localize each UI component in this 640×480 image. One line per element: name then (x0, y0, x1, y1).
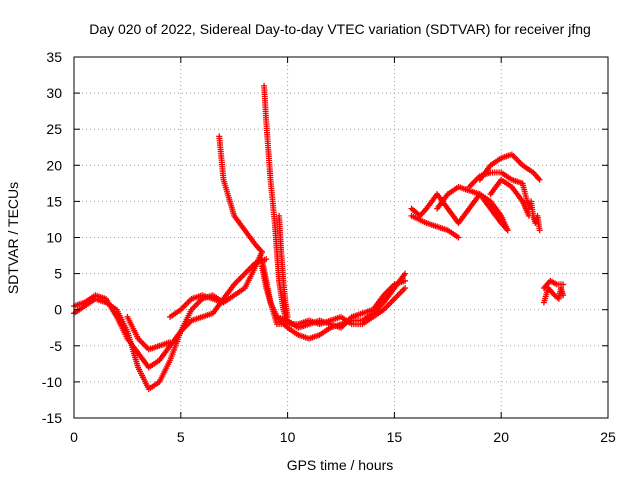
data-point (402, 277, 409, 284)
x-tick-label: 20 (493, 429, 509, 445)
data-point (167, 339, 174, 346)
series-track-j (273, 277, 409, 331)
x-axis-label: GPS time / hours (287, 457, 394, 473)
y-tick-label: -10 (42, 374, 62, 390)
series-track-h (261, 82, 291, 328)
chart-title: Day 020 of 2022, Sidereal Day-to-day VTE… (89, 21, 591, 37)
y-tick-label: 20 (46, 157, 62, 173)
y-tick-label: 10 (46, 230, 62, 246)
series-track-g (258, 263, 409, 328)
series-track-q (528, 198, 543, 234)
y-axis-label: SDTVAR / TECUs (5, 182, 21, 294)
data-point (258, 248, 265, 255)
series-track-d (167, 292, 227, 320)
x-tick-label: 0 (70, 429, 78, 445)
y-tick-label: 0 (54, 302, 62, 318)
x-tick-label: 15 (387, 429, 403, 445)
grid-lines (74, 57, 608, 418)
series-track-o (476, 151, 543, 183)
axis-ticks: -15 -10 -5 0 5 10 15 20 25 30 35 0 5 10 15 20 25 (42, 49, 616, 445)
series-track-c (124, 313, 174, 353)
series-track-m (434, 183, 511, 234)
y-tick-label: -5 (50, 338, 63, 354)
data-point (560, 292, 567, 299)
y-tick-label: 30 (46, 85, 62, 101)
y-tick-label: 25 (46, 121, 62, 137)
data-point (402, 270, 409, 277)
data-point (220, 299, 227, 306)
data-point (402, 285, 409, 292)
data-point (560, 281, 567, 288)
x-tick-label: 25 (600, 429, 616, 445)
series-track-p (487, 176, 532, 219)
series-track-a (71, 248, 265, 393)
y-tick-label: -15 (42, 410, 62, 426)
data-point (504, 227, 511, 234)
series-track-k (408, 191, 511, 234)
series-track-b (71, 256, 270, 371)
x-tick-label: 10 (280, 429, 296, 445)
y-tick-label: 5 (54, 266, 62, 282)
series-track-l (408, 212, 462, 241)
series-track-i (276, 212, 291, 320)
data-point (455, 234, 462, 241)
data-marks (71, 82, 567, 393)
data-point (536, 176, 543, 183)
series-track-e (216, 133, 265, 255)
y-tick-label: 15 (46, 193, 62, 209)
data-point (536, 227, 543, 234)
x-tick-label: 5 (177, 429, 185, 445)
y-tick-label: 35 (46, 49, 62, 65)
series-track-s (540, 277, 567, 292)
